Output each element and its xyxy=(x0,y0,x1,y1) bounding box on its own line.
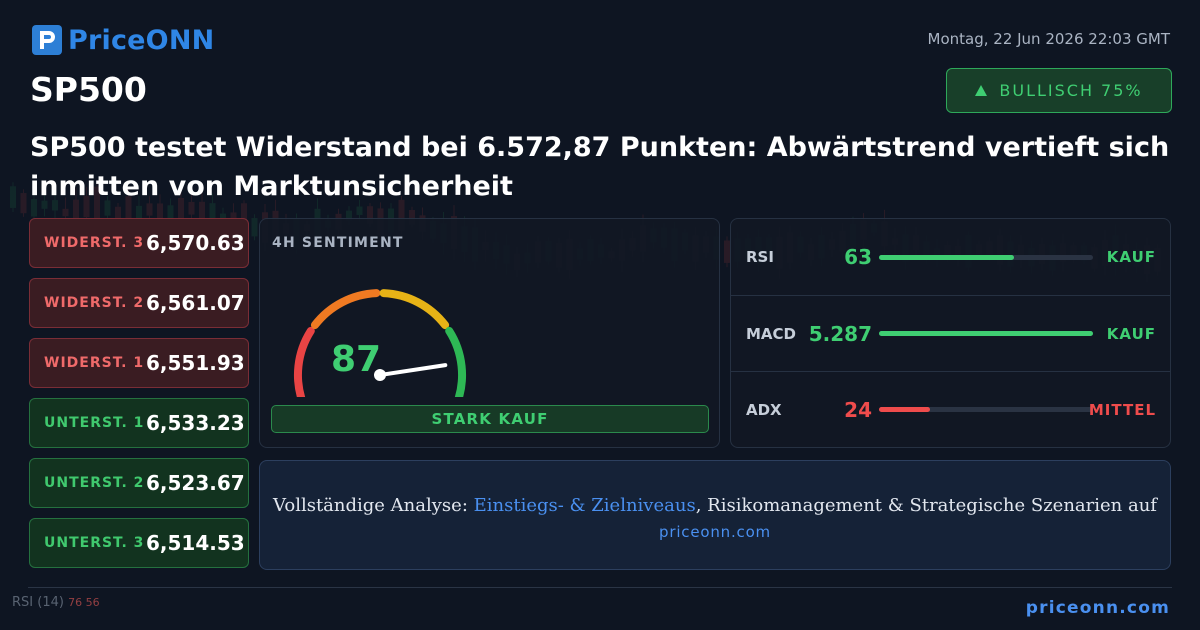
indicator-bar-fill xyxy=(879,254,1014,260)
support-level-1: UNTERST. 1 6,533.23 xyxy=(29,398,249,448)
indicator-name: ADX xyxy=(746,400,782,419)
indicators-card: RSI 63 KAUF MACD 5.287 KAUF ADX 24 MITTEL xyxy=(730,218,1171,448)
level-label: UNTERST. 1 xyxy=(44,415,145,431)
indicator-value: 63 xyxy=(844,245,872,269)
level-label: UNTERST. 2 xyxy=(44,475,145,491)
level-value: 6,514.53 xyxy=(146,531,245,555)
analysis-cta[interactable]: Vollständige Analyse: Einstiegs- & Zieln… xyxy=(259,460,1171,570)
level-label: WIDERST. 2 xyxy=(44,295,145,311)
sentiment-label-bar: STARK KAUF xyxy=(271,405,709,433)
indicator-signal: MITTEL xyxy=(1088,400,1156,419)
level-value: 6,523.67 xyxy=(146,471,245,495)
brand-logo: PriceONN xyxy=(32,22,214,58)
cta-text: Vollständige Analyse: Einstiegs- & Zieln… xyxy=(260,495,1170,516)
indicator-name: RSI xyxy=(746,248,774,266)
level-label: UNTERST. 3 xyxy=(44,535,145,551)
gauge-value: 87 xyxy=(331,339,381,380)
sentiment-card: 4H SENTIMENT 87 STARK KAUF xyxy=(259,218,720,448)
cta-url-link[interactable]: priceonn.com xyxy=(659,523,771,541)
indicator-signal: KAUF xyxy=(1106,248,1156,266)
indicator-bar-fill xyxy=(879,407,931,412)
cta-suffix: , Risikomanagement & Strategische Szenar… xyxy=(695,495,1157,516)
indicator-bar-track xyxy=(879,331,1093,336)
symbol-title: SP500 xyxy=(30,70,147,109)
headline: SP500 testet Widerstand bei 6.572,87 Pun… xyxy=(30,132,1170,202)
level-value: 6,570.63 xyxy=(146,231,245,255)
timestamp: Montag, 22 Jun 2026 22:03 GMT xyxy=(927,30,1170,48)
indicator-bar-track xyxy=(879,254,1093,260)
indicator-value: 24 xyxy=(844,397,872,422)
indicator-bar-fill xyxy=(879,331,1093,336)
indicator-name: MACD xyxy=(746,324,796,343)
gauge-arc-red xyxy=(293,326,315,397)
triangle-up-icon xyxy=(975,81,988,100)
level-value: 6,551.93 xyxy=(146,351,245,375)
rsi-ghost-label: RSI xyxy=(12,595,34,610)
gauge-needle xyxy=(378,363,448,377)
rsi-ghost-values: 76 56 xyxy=(68,596,100,609)
resistance-level-1: WIDERST. 1 6,551.93 xyxy=(29,338,249,388)
support-level-2: UNTERST. 2 6,523.67 xyxy=(29,458,249,508)
level-label: WIDERST. 1 xyxy=(44,355,145,371)
cta-link[interactable]: Einstiegs- & Zielniveaus xyxy=(473,495,696,516)
indicator-row-adx: ADX 24 MITTEL xyxy=(731,371,1170,447)
indicator-value: 5.287 xyxy=(808,321,872,346)
brand-name: PriceONN xyxy=(68,24,215,56)
resistance-level-3: WIDERST. 3 6,570.63 xyxy=(29,218,249,268)
levels-list: WIDERST. 3 6,570.63 WIDERST. 2 6,561.07 WIDE… xyxy=(29,218,249,578)
gauge-arc-orange xyxy=(310,289,381,330)
sentiment-gauge: 87 xyxy=(293,289,467,397)
sentiment-badge-label: BULLISCH 75% xyxy=(999,81,1143,100)
priceonn-logo-icon xyxy=(32,25,62,55)
rsi-ghost-period: (14) xyxy=(37,595,64,610)
gauge-pivot xyxy=(374,369,386,381)
sentiment-badge: BULLISCH 75% xyxy=(946,68,1172,113)
cta-prefix: Vollständige Analyse: xyxy=(273,495,474,516)
indicator-row-macd: MACD 5.287 KAUF xyxy=(731,295,1170,371)
indicator-row-rsi: RSI 63 KAUF xyxy=(731,219,1170,295)
sentiment-title: 4H SENTIMENT xyxy=(272,235,404,251)
level-value: 6,561.07 xyxy=(146,291,245,315)
indicator-bar-track xyxy=(879,407,1093,412)
gauge-arc-green xyxy=(445,326,467,397)
level-value: 6,533.23 xyxy=(146,411,245,435)
footer-divider xyxy=(28,587,1172,588)
indicator-signal: KAUF xyxy=(1106,324,1156,343)
gauge-arc-yellow xyxy=(379,289,450,330)
resistance-level-2: WIDERST. 2 6,561.07 xyxy=(29,278,249,328)
background-rsi-label: RSI (14) 76 56 xyxy=(12,595,100,610)
footer-url-link[interactable]: priceonn.com xyxy=(1025,598,1170,618)
support-level-3: UNTERST. 3 6,514.53 xyxy=(29,518,249,568)
level-label: WIDERST. 3 xyxy=(44,235,145,251)
